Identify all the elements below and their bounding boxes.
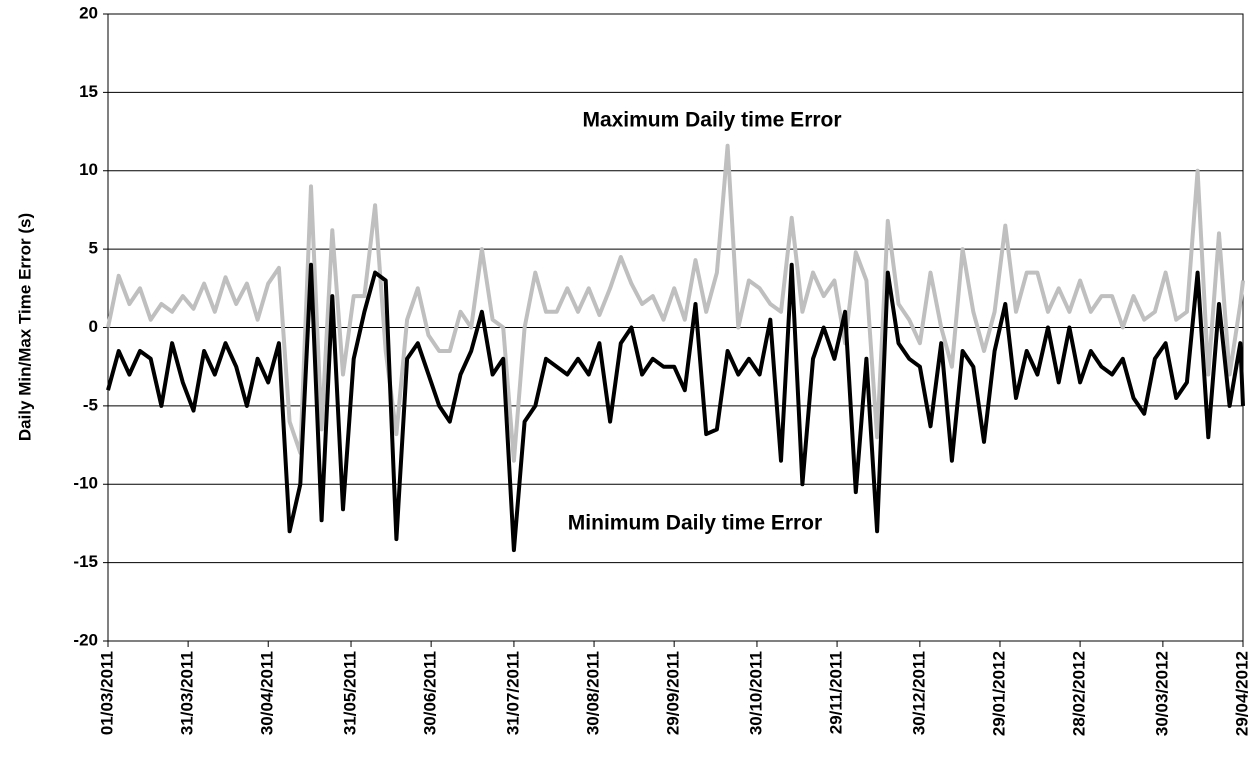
x-tick-label: 28/02/2012	[1070, 651, 1089, 736]
x-tick-label: 30/04/2011	[258, 651, 277, 735]
series-line	[106, 262, 1245, 553]
x-tick-label: 01/03/2011	[97, 651, 116, 735]
x-tick-label: 29/01/2012	[989, 651, 1008, 736]
y-tick-label: -10	[73, 474, 98, 493]
x-tick-label: 30/08/2011	[584, 651, 603, 735]
y-tick-label: 5	[89, 239, 98, 258]
x-tick-label: 29/09/2011	[664, 651, 683, 735]
x-tick-label: 31/03/2011	[178, 651, 197, 735]
y-tick-label: -15	[73, 552, 98, 571]
annotation: Minimum Daily time Error	[568, 512, 822, 535]
series-line	[106, 143, 1245, 463]
y-tick-label: 0	[89, 317, 98, 336]
y-tick-label: -5	[83, 395, 98, 414]
y-tick-label: -20	[73, 630, 98, 649]
y-tick-label: 20	[79, 3, 98, 22]
x-tick-label: 31/07/2011	[503, 651, 522, 735]
x-tick-label: 30/10/2011	[746, 651, 765, 735]
x-tick-label: 29/11/2011	[827, 651, 846, 734]
x-tick-label: 30/06/2011	[421, 651, 440, 735]
x-tick-label: 30/12/2011	[909, 651, 928, 735]
x-tick-label: 31/05/2011	[341, 651, 360, 735]
y-tick-label: 15	[79, 82, 98, 101]
y-axis-label: Daily Min/Max Time Error (s)	[15, 213, 34, 441]
x-tick-label: 30/03/2012	[1152, 651, 1171, 736]
annotation: Maximum Daily time Error	[582, 109, 841, 132]
x-tick-label: 29/04/2012	[1232, 651, 1251, 736]
y-tick-label: 10	[79, 160, 98, 179]
